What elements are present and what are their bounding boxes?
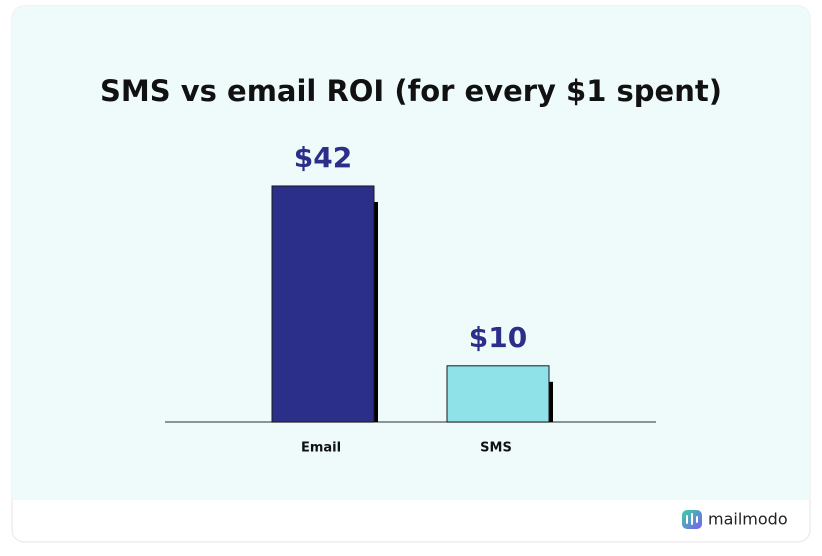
x-tick-label: SMS <box>480 441 512 456</box>
bar <box>271 185 375 423</box>
brand-name: mailmodo <box>708 510 788 529</box>
brand-logo-mark <box>686 513 698 525</box>
card-panel <box>12 6 810 500</box>
chart-title: SMS vs email ROI (for every $1 spent) <box>100 74 722 108</box>
value-label: $10 <box>469 321 527 354</box>
x-tick-label: Email <box>301 441 341 456</box>
value-label: $42 <box>294 141 352 174</box>
bar <box>446 365 550 423</box>
